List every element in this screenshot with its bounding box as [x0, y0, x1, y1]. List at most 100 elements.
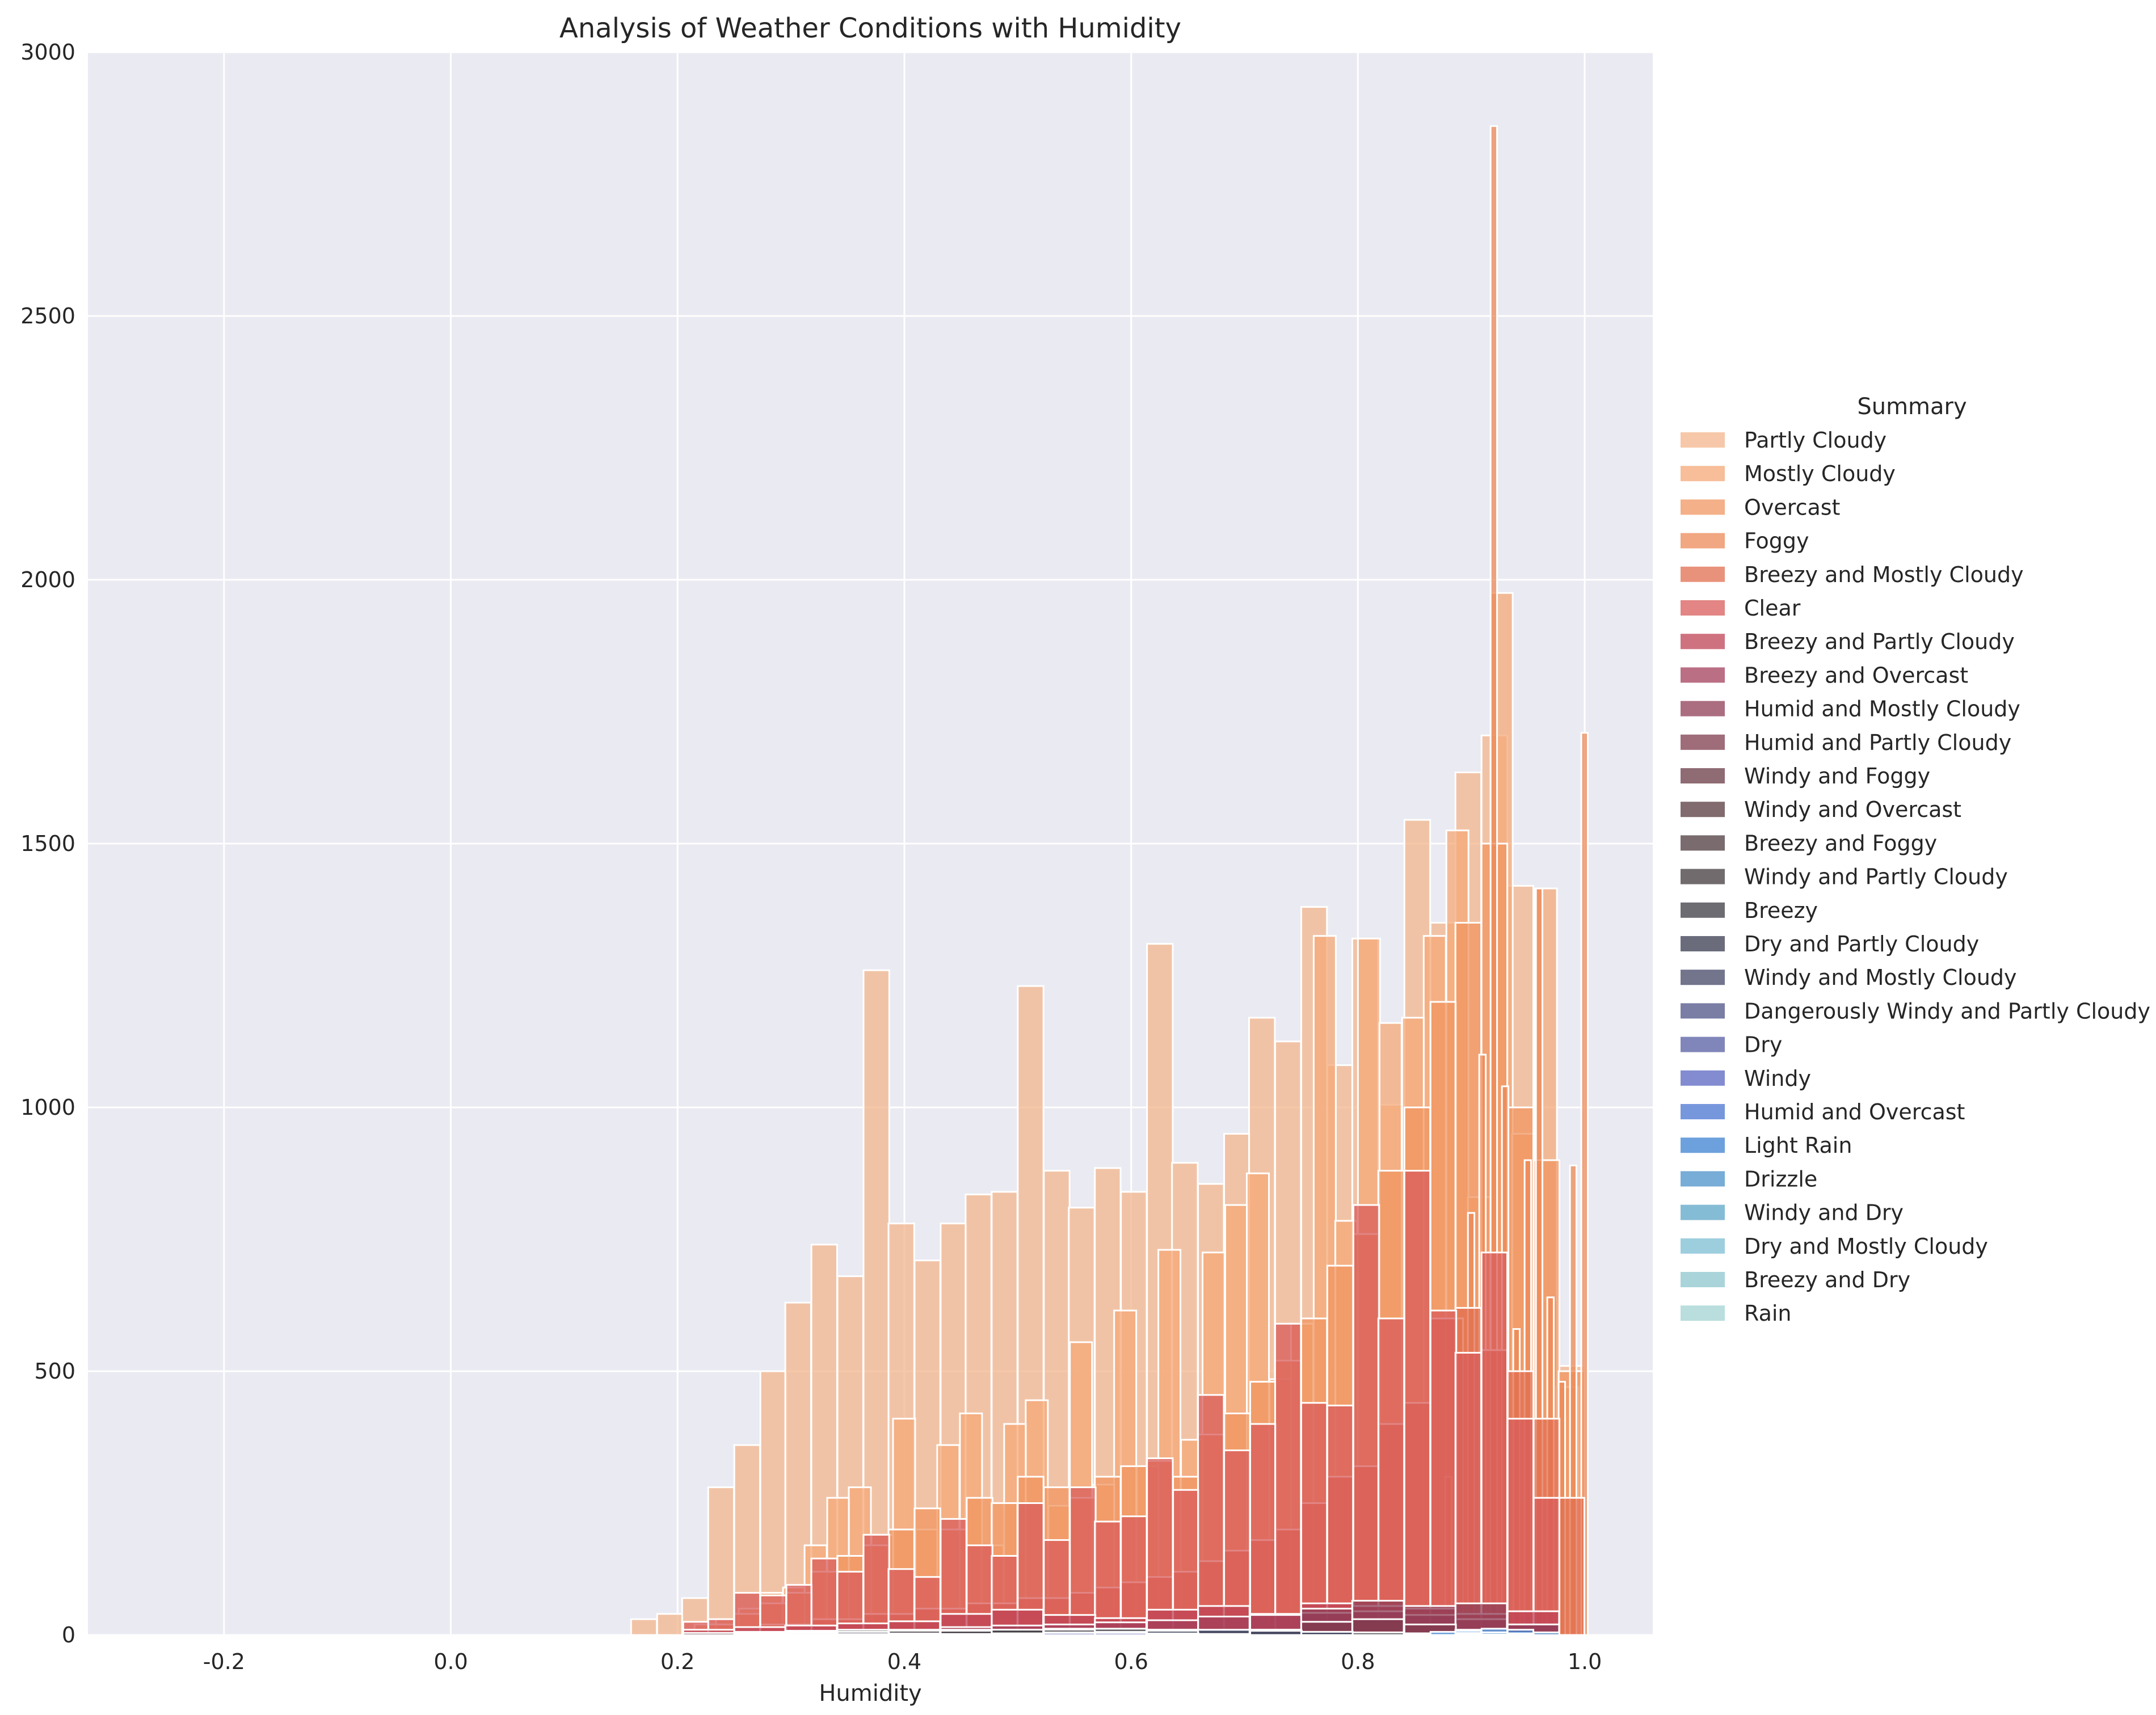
- histogram-bar: [630, 1618, 658, 1636]
- legend-label: Windy and Dry: [1744, 1200, 1904, 1225]
- legend-swatch: [1681, 1204, 1725, 1220]
- legend-label: Mostly Cloudy: [1744, 461, 1896, 486]
- legend-swatch: [1681, 1036, 1725, 1052]
- histogram-bar: [1043, 1632, 1097, 1636]
- legend-label: Dry: [1744, 1033, 1782, 1057]
- histogram-bar: [1197, 1633, 1250, 1636]
- x-tick-label: 0.6: [1114, 1649, 1148, 1674]
- histogram-bar: [1480, 1252, 1509, 1636]
- legend-swatch: [1681, 600, 1725, 616]
- histogram-bar: [656, 1613, 684, 1636]
- legend-label: Windy and Foggy: [1744, 764, 1930, 789]
- legend-swatch: [1681, 499, 1725, 515]
- legend-label: Windy and Partly Cloudy: [1744, 865, 2008, 890]
- series-windy-and-dry: [733, 1633, 787, 1636]
- legend-label: Foggy: [1744, 529, 1809, 554]
- legend-label: Breezy and Dry: [1744, 1267, 1910, 1292]
- histogram-bar: [1146, 1457, 1174, 1636]
- chart-title: Analysis of Weather Conditions with Humi…: [559, 12, 1181, 44]
- legend-label: Humid and Partly Cloudy: [1744, 730, 2011, 755]
- histogram-bar: [784, 1633, 838, 1636]
- histogram-bar: [1506, 1418, 1535, 1636]
- x-tick-label: 0.0: [433, 1649, 468, 1674]
- y-tick-label: 500: [34, 1359, 75, 1384]
- histogram-bar: [810, 1557, 838, 1636]
- legend-swatch: [1681, 1070, 1725, 1086]
- histogram-bar: [1429, 1309, 1458, 1636]
- legend: Summary Partly Cloudy Mostly Cloudy Overca…: [1681, 394, 2150, 1326]
- histogram-bar: [1197, 1394, 1225, 1636]
- x-axis-title: Humidity: [819, 1680, 921, 1706]
- histogram-bar: [1403, 1632, 1431, 1636]
- legend-swatch: [1681, 1305, 1725, 1321]
- legend-label: Clear: [1744, 596, 1801, 621]
- legend-label: Dry and Partly Cloudy: [1744, 932, 1979, 956]
- histogram-bar: [1377, 1317, 1405, 1636]
- legend-swatch: [1681, 869, 1725, 884]
- series-rain: [1454, 1633, 1508, 1636]
- histogram-bar: [1532, 1631, 1561, 1636]
- legend-swatch: [1681, 768, 1725, 783]
- legend-swatch: [1681, 1003, 1725, 1019]
- legend-swatch: [1681, 802, 1725, 818]
- histogram-bar: [1429, 1630, 1458, 1636]
- histogram-bar: [1352, 1204, 1380, 1636]
- x-axis-ticks: -0.2 0.0 0.2 0.4 0.6 0.8 1.0: [203, 1649, 1602, 1674]
- legend-label: Dangerously Windy and Partly Cloudy: [1744, 998, 2150, 1023]
- legend-label: Rain: [1744, 1301, 1792, 1326]
- histogram-bar: [1300, 1630, 1354, 1636]
- legend-label: Breezy and Overcast: [1744, 663, 1968, 688]
- x-tick-label: 0.2: [660, 1649, 694, 1674]
- legend-label: Humid and Mostly Cloudy: [1744, 697, 2020, 722]
- histogram-bar: [1454, 1633, 1508, 1636]
- histogram-bar: [707, 1486, 735, 1636]
- y-tick-label: 1500: [20, 831, 75, 856]
- y-tick-label: 2500: [20, 304, 75, 328]
- histogram-bar: [940, 1633, 993, 1636]
- histogram-bar: [1326, 1404, 1354, 1636]
- legend-label: Breezy and Foggy: [1744, 831, 1937, 856]
- legend-label: Windy and Mostly Cloudy: [1744, 965, 2017, 990]
- legend-swatch: [1681, 970, 1725, 985]
- legend-swatch: [1681, 667, 1725, 683]
- legend-label: Partly Cloudy: [1744, 428, 1887, 453]
- histogram-bar: [991, 1632, 1045, 1636]
- legend-swatch: [1681, 634, 1725, 650]
- series-windy: [940, 1632, 1250, 1636]
- histogram-bar: [1557, 1497, 1585, 1636]
- legend-swatch: [1681, 1104, 1725, 1119]
- legend-label: Dry and Mostly Cloudy: [1744, 1234, 1988, 1259]
- histogram-bar: [1506, 1632, 1535, 1636]
- histogram-bar: [1069, 1486, 1097, 1636]
- legend-label: Breezy: [1744, 898, 1818, 923]
- legend-label: Breezy and Partly Cloudy: [1744, 629, 2015, 654]
- histogram-bar: [1403, 1170, 1431, 1636]
- x-tick-label: -0.2: [203, 1649, 245, 1674]
- legend-label: Breezy and Mostly Cloudy: [1744, 562, 2024, 587]
- series-dry-and-mostly-cloudy: [836, 1633, 890, 1636]
- histogram-bar: [1094, 1632, 1147, 1636]
- legend-swatch: [1681, 902, 1725, 918]
- legend-swatch: [1681, 1238, 1725, 1254]
- histogram-bar: [1146, 1632, 1199, 1636]
- histogram-bar: [1249, 1423, 1277, 1636]
- histogram-bars: [630, 125, 1589, 1636]
- y-tick-label: 3000: [20, 40, 75, 65]
- histogram-bar: [1249, 1630, 1303, 1636]
- histogram-bar: [1274, 1322, 1302, 1636]
- legend-swatch: [1681, 701, 1725, 717]
- histogram-bar: [887, 1633, 941, 1636]
- histogram-bar: [1454, 1351, 1483, 1636]
- legend-swatch: [1681, 835, 1725, 851]
- legend-swatch: [1681, 566, 1725, 582]
- x-tick-label: 0.8: [1341, 1649, 1375, 1674]
- legend-label: Overcast: [1744, 495, 1840, 520]
- legend-label: Windy: [1744, 1066, 1811, 1091]
- legend-label: Humid and Overcast: [1744, 1099, 1965, 1124]
- y-tick-label: 0: [62, 1623, 75, 1647]
- histogram-bar: [836, 1633, 890, 1636]
- legend-swatch: [1681, 533, 1725, 549]
- y-tick-label: 1000: [20, 1095, 75, 1120]
- legend-swatch: [1681, 1272, 1725, 1287]
